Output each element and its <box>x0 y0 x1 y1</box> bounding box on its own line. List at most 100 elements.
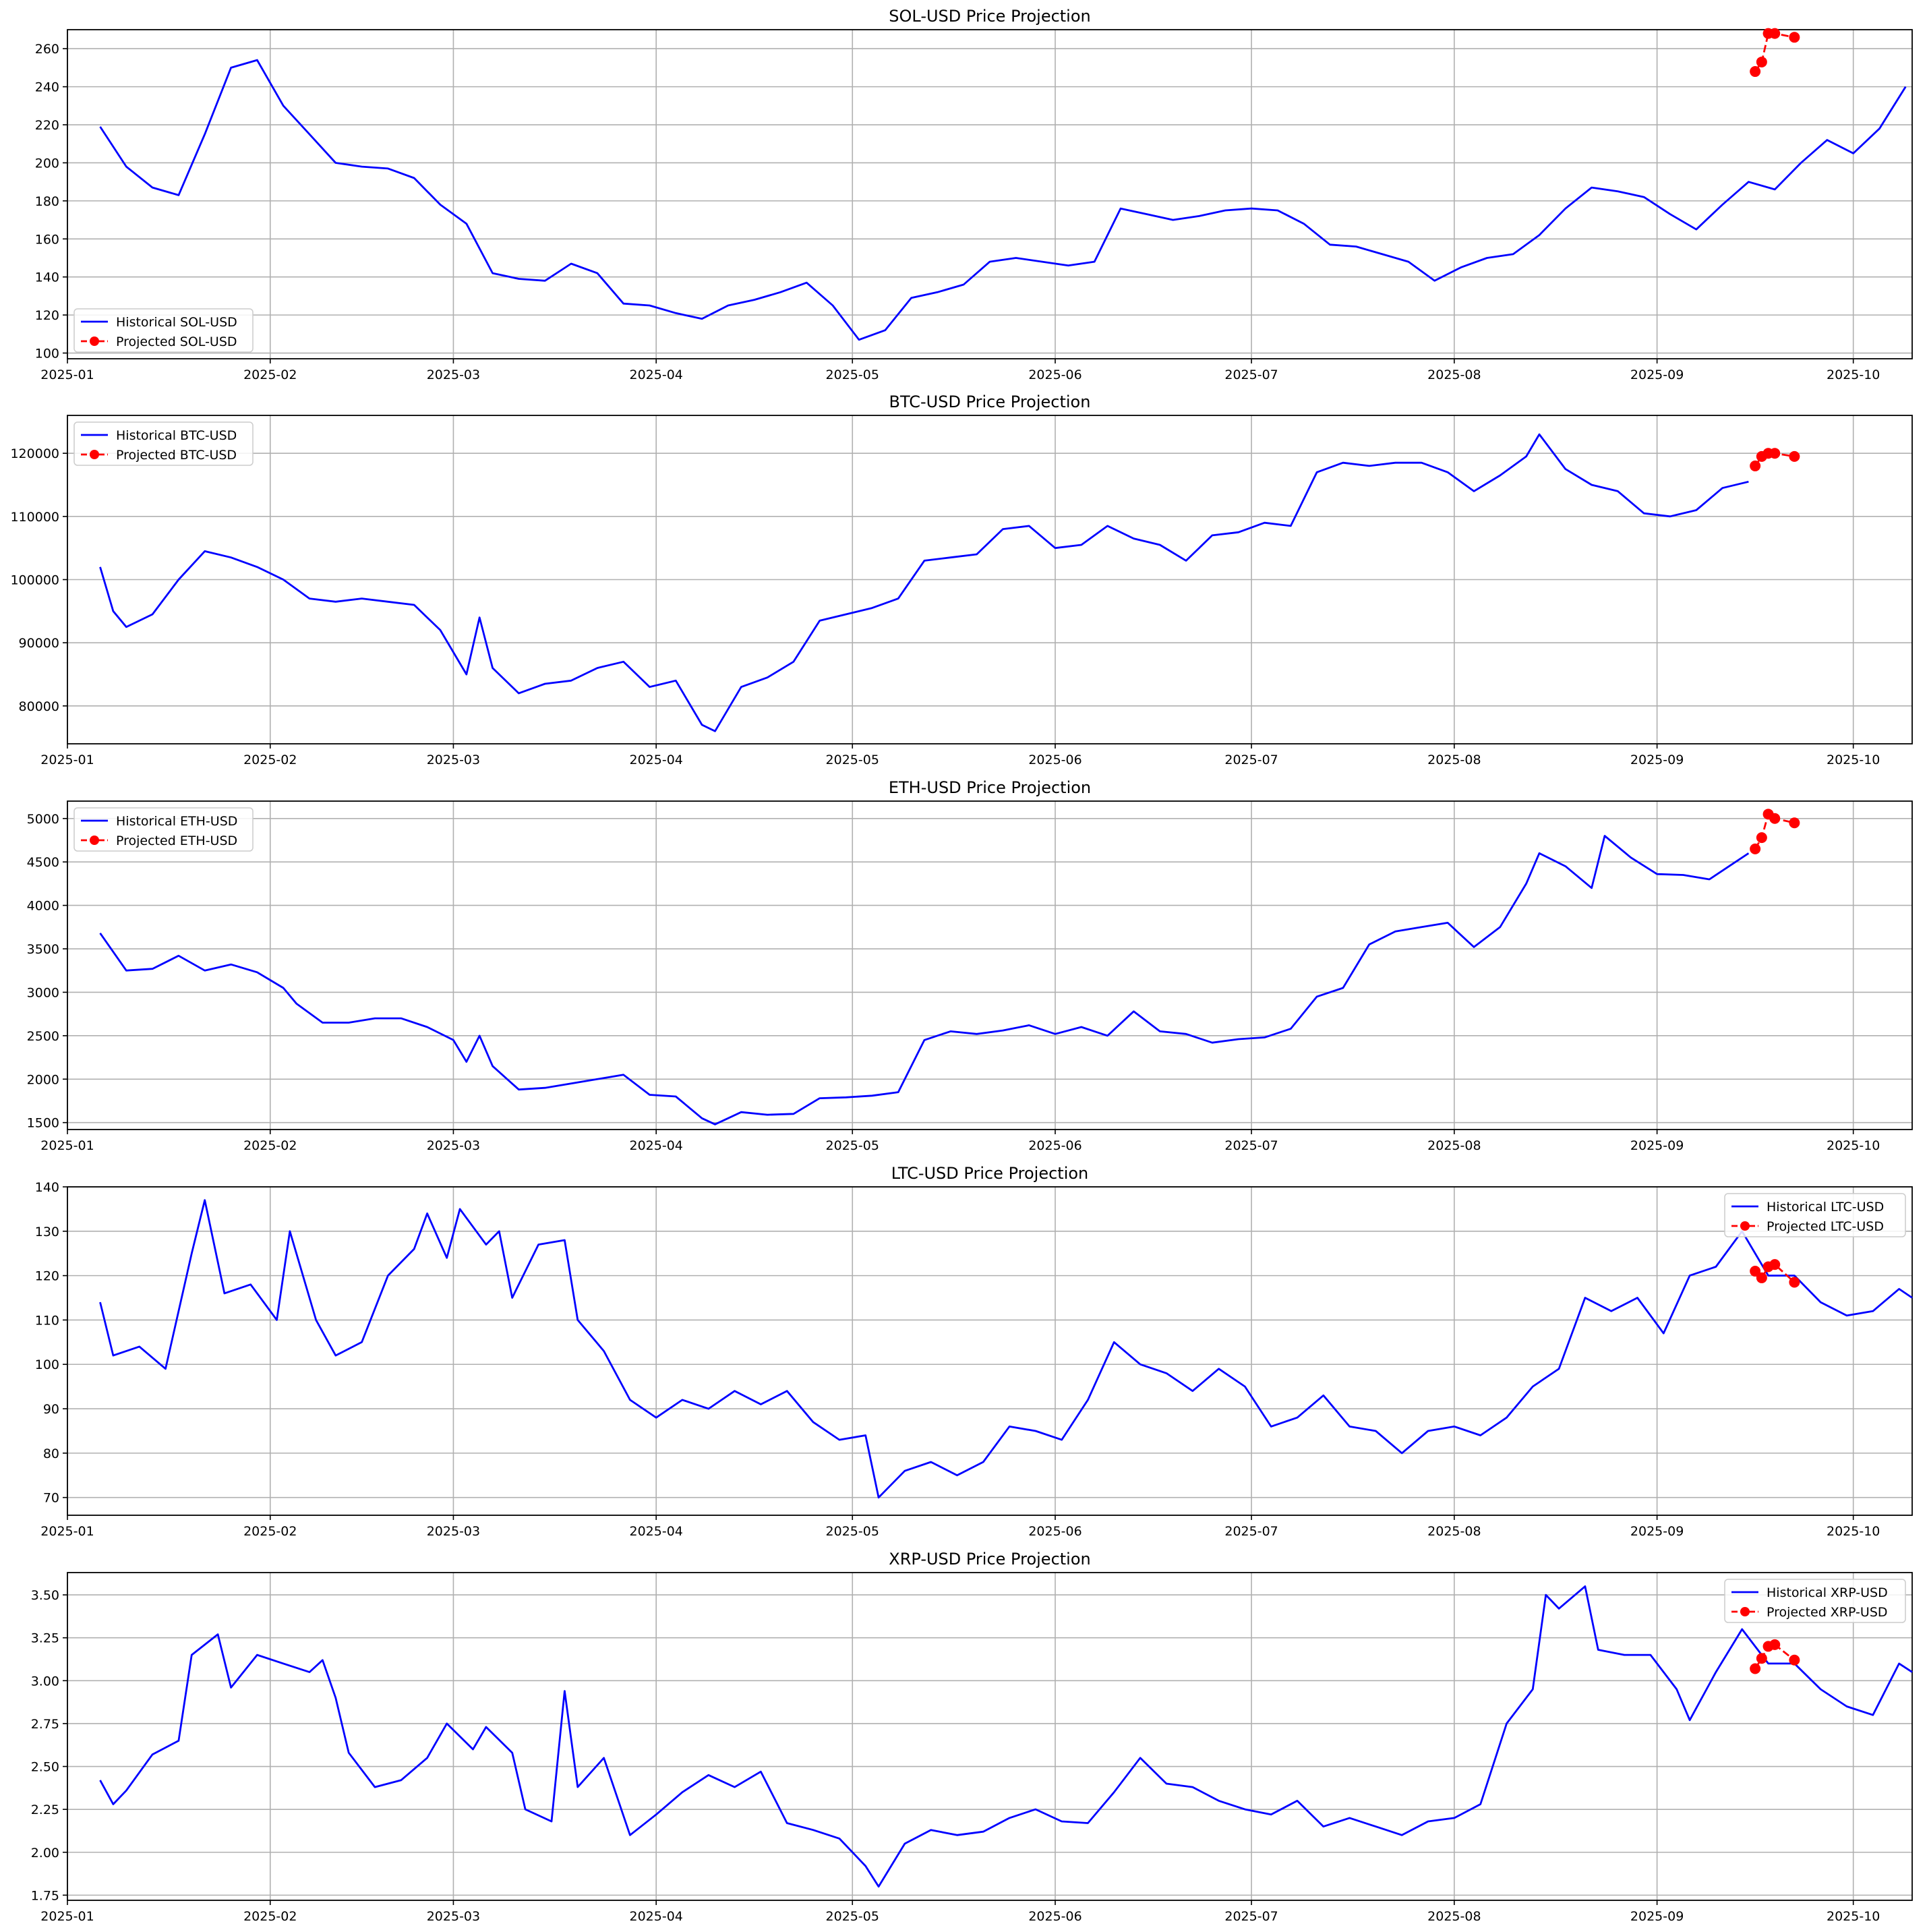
y-tick-label: 120000 <box>10 446 59 461</box>
legend-box <box>73 807 254 852</box>
y-tick-label: 4000 <box>27 899 59 914</box>
grid-lines <box>67 415 1912 744</box>
legend-projected-marker <box>90 836 99 845</box>
x-tick-label: 2025-02 <box>243 368 297 382</box>
x-tick-label: 2025-01 <box>40 1138 94 1153</box>
chart-title: LTC-USD Price Projection <box>891 1164 1089 1183</box>
x-tick-label: 2025-05 <box>826 1138 879 1153</box>
legend-entry-label: Historical LTC-USD <box>1767 1200 1884 1214</box>
legend-entry-label: Historical XRP-USD <box>1767 1585 1888 1600</box>
x-tick-label: 2025-03 <box>427 753 480 767</box>
x-tick-label: 2025-07 <box>1224 1524 1278 1539</box>
y-tick-label: 80000 <box>19 699 59 714</box>
projected-point <box>1750 1266 1761 1277</box>
y-tick-label: 4500 <box>27 855 59 870</box>
legend-box <box>73 308 254 353</box>
y-tick-label: 2000 <box>27 1072 59 1087</box>
x-tick-label: 2025-03 <box>427 368 480 382</box>
y-tick-label: 2.00 <box>31 1846 59 1861</box>
y-tick-label: 260 <box>35 42 59 57</box>
x-tick-label: 2025-01 <box>40 753 94 767</box>
x-tick-label: 2025-10 <box>1827 1909 1880 1924</box>
historical-series-line <box>99 835 1750 1125</box>
y-tick-label: 2.75 <box>31 1717 59 1732</box>
projected-point <box>1750 843 1761 854</box>
grid-lines <box>67 1573 1912 1900</box>
grid-lines <box>67 1186 1912 1515</box>
y-tick-label: 3500 <box>27 942 59 957</box>
x-tick-label: 2025-01 <box>40 1524 94 1539</box>
chart-3: 2025-01 2025-02 2025-03 2025-04 2025-05 2025-… <box>27 778 1913 1153</box>
y-tick-label: 130 <box>35 1225 59 1239</box>
x-tick-label: 2025-07 <box>1224 753 1278 767</box>
x-tick-label: 2025-06 <box>1028 753 1081 767</box>
x-tick-label: 2025-06 <box>1028 1524 1081 1539</box>
y-tick-label: 1.75 <box>31 1888 59 1903</box>
y-tick-label: 80 <box>43 1446 59 1461</box>
y-tick-label: 70 <box>43 1491 59 1506</box>
x-tick-label: 2025-05 <box>826 1524 879 1539</box>
projected-point <box>1789 1277 1800 1288</box>
legend-projected-marker <box>1740 1607 1750 1616</box>
x-tick-label: 2025-02 <box>243 753 297 767</box>
legend-entry-label: Projected SOL-USD <box>116 334 237 349</box>
y-tick-label: 220 <box>35 118 59 133</box>
projected-point <box>1750 66 1761 78</box>
x-tick-label: 2025-04 <box>629 1138 682 1153</box>
axes-frame <box>67 1572 1913 1901</box>
x-tick-label: 2025-05 <box>826 753 879 767</box>
axes-frame <box>67 800 1913 1130</box>
y-tick-label: 1500 <box>27 1116 59 1131</box>
y-tick-label: 180 <box>35 194 59 209</box>
legend-projected-marker <box>90 450 99 459</box>
x-tick-label: 2025-02 <box>243 1138 297 1153</box>
projected-point <box>1789 32 1800 43</box>
legend-entry-label: Historical SOL-USD <box>116 315 237 330</box>
x-tick-label: 2025-04 <box>629 1524 682 1539</box>
chart-1: 2025-01 2025-02 2025-03 2025-04 2025-05 2025-… <box>35 7 1913 382</box>
legend-entry-label: Historical ETH-USD <box>116 814 237 829</box>
x-tick-label: 2025-02 <box>243 1909 297 1924</box>
y-tick-label: 2.25 <box>31 1803 59 1817</box>
y-tick-label: 3000 <box>27 985 59 1000</box>
x-tick-label: 2025-03 <box>427 1909 480 1924</box>
y-tick-label: 2.50 <box>31 1760 59 1775</box>
legend-box <box>1724 1193 1906 1237</box>
y-tick-label: 110 <box>35 1313 59 1328</box>
y-tick-label: 160 <box>35 232 59 247</box>
legend-entry-label: Projected ETH-USD <box>116 833 237 848</box>
y-tick-label: 100000 <box>10 573 59 588</box>
y-tick-label: 3.50 <box>31 1588 59 1603</box>
y-tick-label: 3.25 <box>31 1631 59 1646</box>
projected-point <box>1769 1259 1781 1270</box>
y-tick-label: 240 <box>35 80 59 95</box>
x-tick-label: 2025-09 <box>1630 1524 1684 1539</box>
x-tick-label: 2025-03 <box>427 1524 480 1539</box>
x-tick-label: 2025-06 <box>1028 368 1081 382</box>
x-tick-label: 2025-08 <box>1427 1909 1481 1924</box>
x-tick-label: 2025-03 <box>427 1138 480 1153</box>
projected-series-line <box>1754 32 1795 72</box>
historical-series-line <box>99 1199 1913 1499</box>
legend-projected-marker <box>1740 1221 1750 1231</box>
x-tick-label: 2025-08 <box>1427 753 1481 767</box>
legend-box <box>73 421 254 466</box>
y-tick-label: 5000 <box>27 812 59 827</box>
x-tick-label: 2025-04 <box>629 368 682 382</box>
y-tick-label: 110000 <box>10 510 59 525</box>
x-tick-label: 2025-08 <box>1427 1524 1481 1539</box>
legend: Historical XRP-USD Projected XRP-USD <box>1724 1579 1906 1623</box>
projected-point <box>1756 832 1767 844</box>
y-tick-label: 90000 <box>19 636 59 651</box>
projected-point <box>1769 28 1781 39</box>
chart-title: ETH-USD Price Projection <box>889 778 1091 797</box>
y-tick-label: 3.00 <box>31 1674 59 1689</box>
y-tick-label: 100 <box>35 1357 59 1372</box>
grid-lines <box>67 30 1912 359</box>
legend: Historical LTC-USD Projected LTC-USD <box>1724 1193 1906 1237</box>
legend-box <box>1724 1579 1906 1623</box>
x-tick-label: 2025-06 <box>1028 1138 1081 1153</box>
x-tick-label: 2025-01 <box>40 368 94 382</box>
y-tick-label: 90 <box>43 1402 59 1417</box>
